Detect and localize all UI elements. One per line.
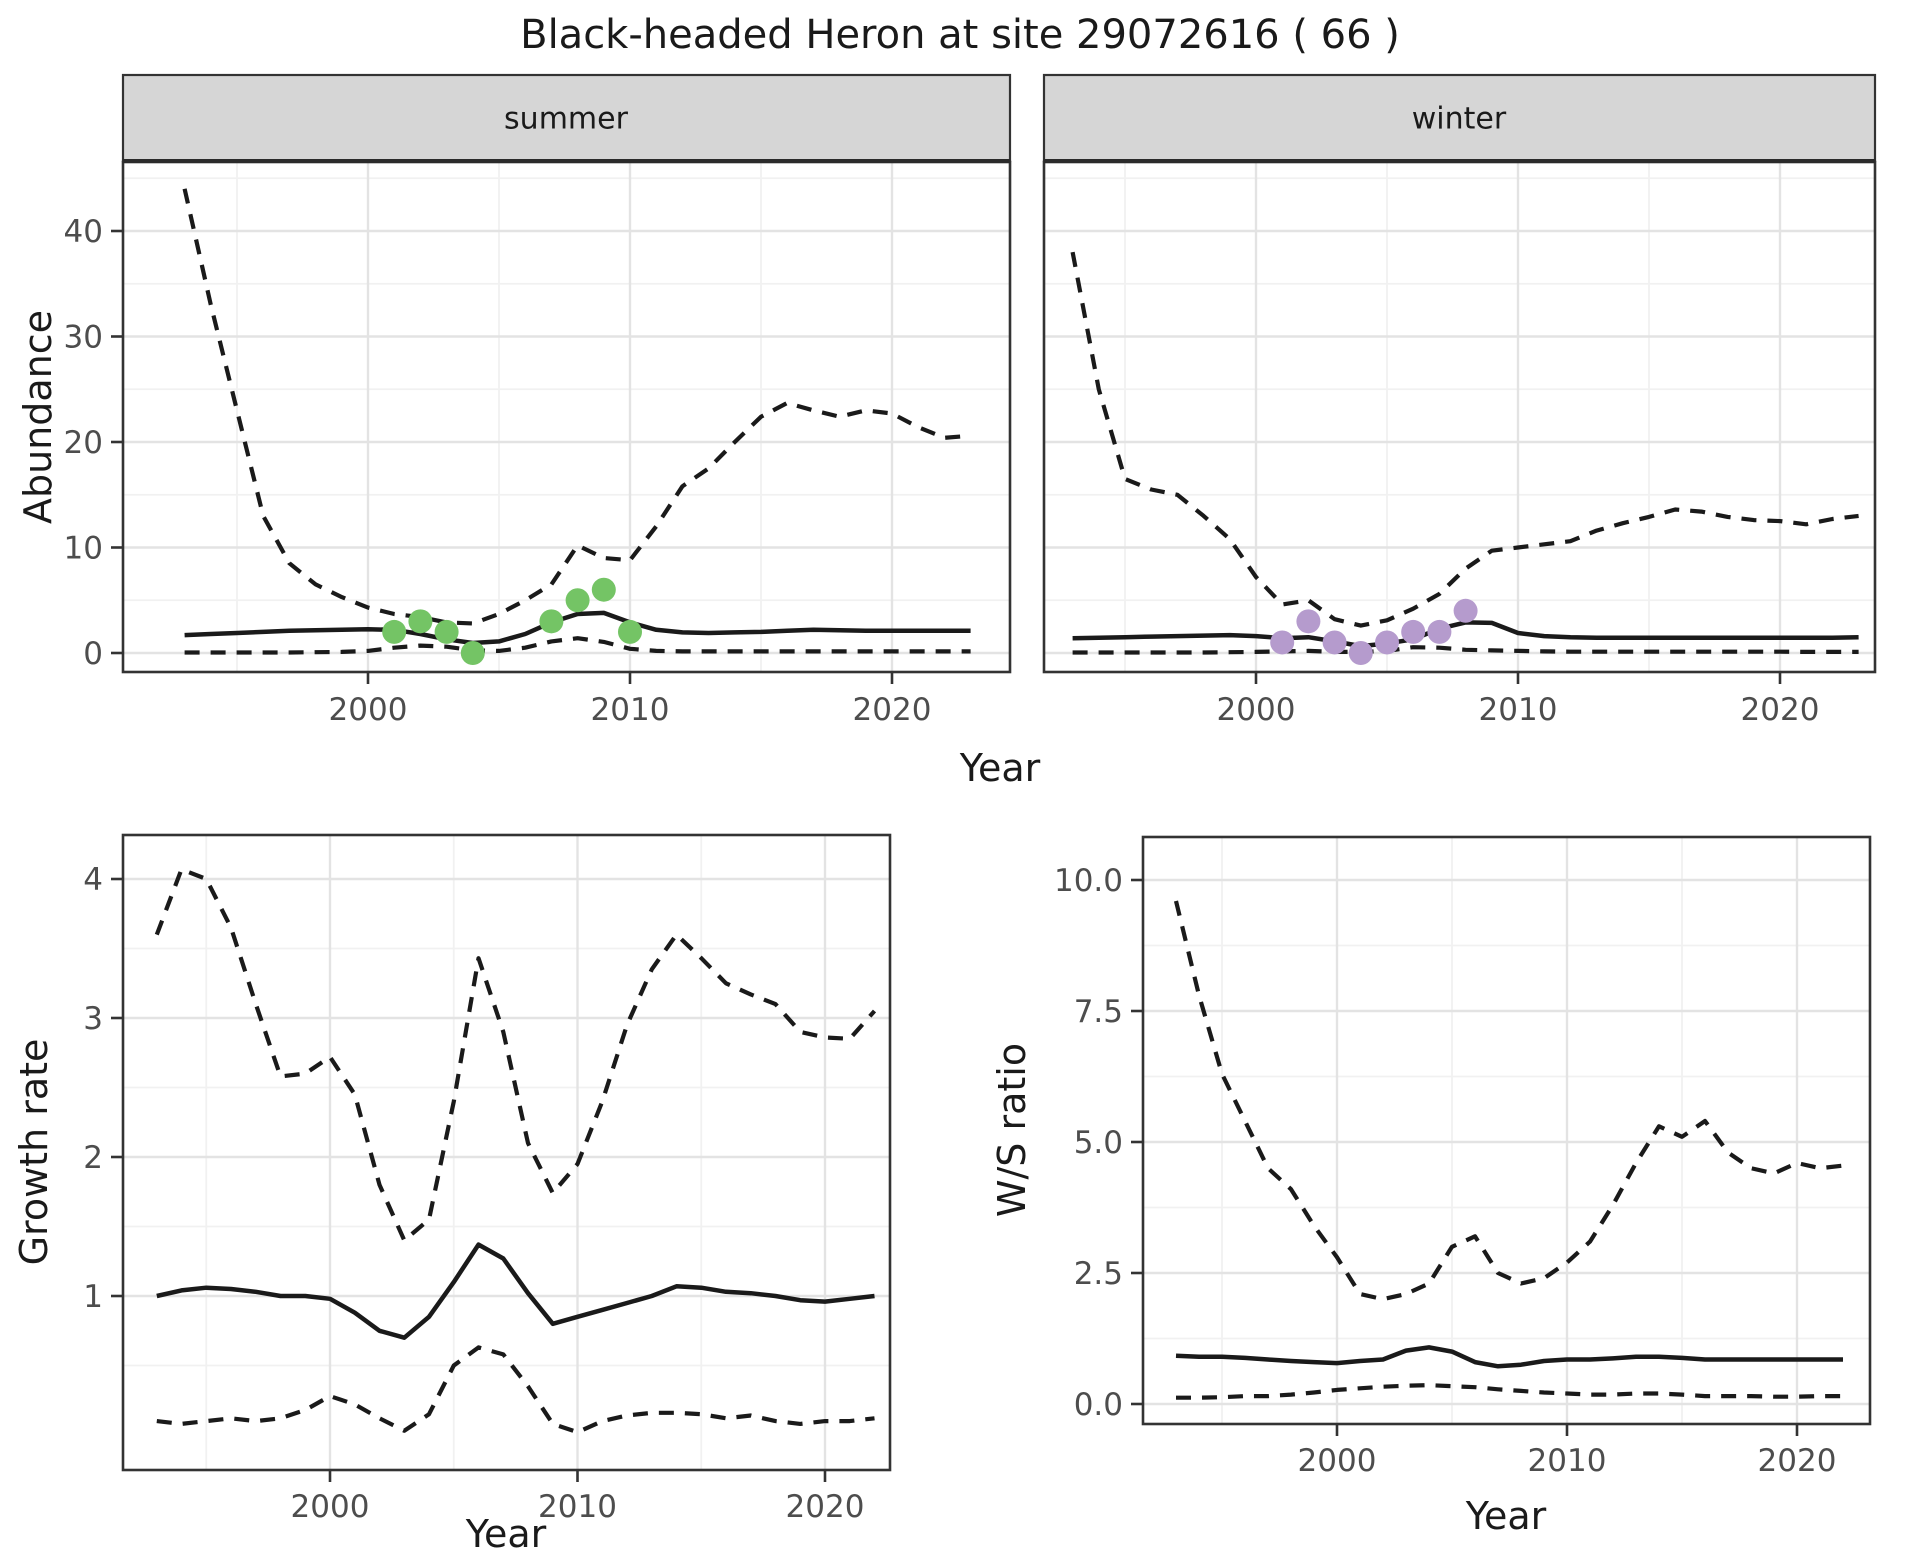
svg-text:2020: 2020	[786, 1489, 865, 1525]
svg-text:0: 0	[83, 636, 103, 672]
svg-text:2000: 2000	[1217, 692, 1296, 728]
svg-text:2020: 2020	[1741, 692, 1820, 728]
svg-text:40: 40	[64, 214, 103, 250]
svg-text:2000: 2000	[291, 1489, 370, 1525]
svg-text:2: 2	[83, 1140, 103, 1176]
svg-text:1: 1	[83, 1279, 103, 1315]
x-axis-title-year-bottom-right: Year	[1465, 1494, 1547, 1538]
facet-strip-label-summer: summer	[504, 101, 628, 137]
svg-text:2010: 2010	[538, 1489, 617, 1525]
x-axis-title-year-bottom-left: Year	[465, 1512, 547, 1556]
svg-text:0.0: 0.0	[1074, 1387, 1123, 1423]
svg-text:2020: 2020	[1758, 1443, 1837, 1479]
svg-text:4: 4	[83, 862, 103, 898]
y-axis-title-ws-ratio: W/S ratio	[990, 1042, 1034, 1218]
x-axis-title-year-top: Year	[959, 746, 1041, 790]
svg-text:10.0: 10.0	[1054, 863, 1123, 899]
facet-strip-label-winter: winter	[1411, 101, 1507, 137]
svg-text:2000: 2000	[1298, 1443, 1377, 1479]
svg-text:5.0: 5.0	[1074, 1125, 1123, 1161]
svg-text:2000: 2000	[329, 692, 408, 728]
svg-text:2.5: 2.5	[1074, 1256, 1123, 1292]
svg-text:2010: 2010	[591, 692, 670, 728]
svg-text:7.5: 7.5	[1074, 994, 1123, 1030]
y-axis-title-growth-rate: Growth rate	[12, 1038, 56, 1266]
svg-text:2010: 2010	[1479, 692, 1558, 728]
svg-text:20: 20	[64, 425, 103, 461]
y-axis-title-abundance: Abundance	[16, 309, 60, 525]
svg-text:2010: 2010	[1528, 1443, 1607, 1479]
svg-text:2020: 2020	[853, 692, 932, 728]
svg-text:30: 30	[64, 320, 103, 356]
svg-text:3: 3	[83, 1001, 103, 1037]
chart-title: Black-headed Heron at site 29072616 ( 66…	[520, 12, 1400, 58]
svg-text:10: 10	[64, 531, 103, 567]
